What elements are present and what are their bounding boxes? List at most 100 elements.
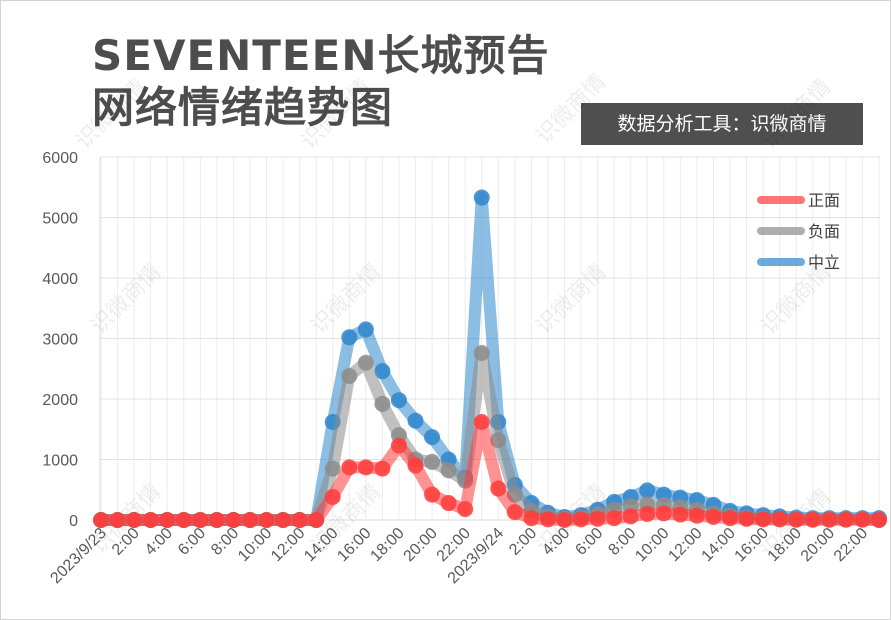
data-point (390, 392, 407, 409)
data-point (473, 345, 490, 362)
data-point (556, 512, 573, 528)
data-point (440, 495, 457, 512)
data-point (755, 511, 772, 528)
data-point (175, 512, 192, 528)
data-point (788, 511, 805, 528)
y-tick-label: 6000 (42, 150, 78, 167)
x-tick-label: 12:00 (665, 525, 705, 565)
data-point (374, 395, 391, 412)
data-point (506, 504, 523, 521)
watermark-text: 识微商情 (297, 74, 377, 154)
y-tick-label: 3000 (42, 332, 78, 349)
chart-title-line2: 网络情绪趋势图 (92, 83, 394, 132)
x-tick-label: 12:00 (268, 525, 308, 565)
data-point (357, 354, 374, 371)
data-point (324, 489, 341, 506)
data-point (357, 321, 374, 338)
data-point (804, 511, 821, 528)
data-point (374, 460, 391, 477)
data-point (606, 510, 623, 527)
watermark-text: 识微商情 (532, 69, 612, 149)
legend-item-0: 正面 (757, 191, 840, 210)
data-point (821, 511, 838, 528)
data-point (291, 512, 308, 528)
data-point (639, 505, 656, 522)
tool-badge: 数据分析工具：识微商情 (581, 103, 863, 145)
data-point (142, 512, 159, 528)
data-point (208, 512, 225, 528)
data-point (589, 510, 606, 527)
series-line (95, 415, 885, 526)
data-point (688, 507, 705, 524)
data-point (357, 459, 374, 476)
data-point (424, 486, 441, 503)
legend-label: 负面 (808, 222, 840, 241)
data-point (341, 329, 358, 346)
data-point (854, 511, 871, 528)
data-point (473, 413, 490, 430)
data-point (407, 457, 424, 474)
y-tick-label: 5000 (42, 211, 78, 228)
series-0 (93, 413, 887, 528)
x-tick-label: 18:00 (367, 525, 407, 565)
data-point (390, 437, 407, 454)
legend-item-2: 中立 (757, 253, 840, 272)
x-tick-label: 4:00 (142, 525, 176, 559)
chart-title: SEVENTEEN长城预告 网络情绪趋势图 (92, 30, 549, 134)
data-point (341, 459, 358, 476)
x-tick-label: 14:00 (699, 525, 739, 565)
x-tick-label: 2:00 (506, 525, 540, 559)
x-tick-label: 22:00 (831, 525, 871, 565)
data-point (192, 512, 209, 528)
data-point (159, 512, 176, 528)
data-point (126, 512, 143, 528)
x-tick-label: 10:00 (632, 525, 672, 565)
x-tick-label: 10:00 (235, 525, 275, 565)
data-point (672, 506, 689, 523)
data-point (258, 512, 275, 528)
data-point (275, 512, 292, 528)
data-point (308, 512, 325, 528)
data-point (93, 512, 109, 528)
data-point (341, 368, 358, 385)
data-point (771, 511, 788, 528)
data-point (523, 510, 540, 527)
watermark-text: 识微商情 (757, 74, 837, 154)
watermark-text: 识微商情 (72, 74, 152, 154)
data-point (241, 512, 258, 528)
data-point (539, 511, 556, 528)
watermark-text: 识微商情 (532, 259, 612, 339)
data-point (324, 460, 341, 477)
x-tick-label: 6:00 (175, 525, 209, 559)
data-point (639, 482, 656, 499)
watermark-text: 识微商情 (307, 259, 387, 339)
data-point (871, 512, 887, 528)
data-point (490, 480, 507, 497)
data-point (705, 508, 722, 525)
data-point (722, 510, 739, 527)
data-point (473, 189, 490, 206)
y-tick-label: 0 (69, 513, 78, 530)
chart-title-line1: SEVENTEEN长城预告 (92, 31, 550, 80)
data-point (109, 512, 126, 528)
data-point (225, 512, 242, 528)
y-tick-label: 4000 (42, 271, 78, 288)
data-point (457, 501, 474, 518)
series-lines (93, 189, 887, 528)
data-point (738, 510, 755, 527)
data-point (424, 429, 441, 446)
legend-item-1: 负面 (757, 222, 840, 241)
data-point (837, 511, 854, 528)
data-point (374, 363, 391, 380)
data-point (407, 412, 424, 429)
legend-label: 中立 (808, 253, 840, 272)
data-point (490, 432, 507, 449)
data-point (622, 508, 639, 525)
x-tick-label: 20:00 (401, 525, 441, 565)
watermark-text: 识微商情 (87, 259, 167, 339)
legend-label: 正面 (808, 191, 840, 210)
data-point (573, 511, 590, 528)
